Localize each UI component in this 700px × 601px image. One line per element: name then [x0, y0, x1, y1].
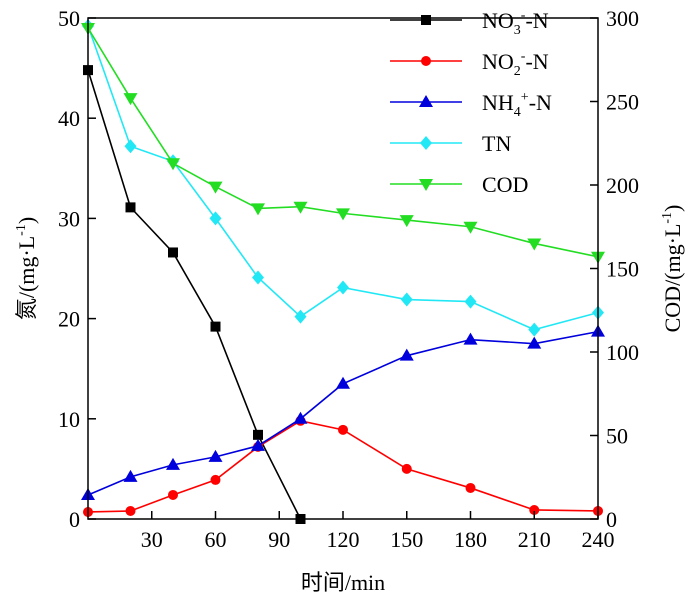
legend-label: NH4+-N: [482, 90, 552, 120]
data-point-no2-n: [338, 424, 348, 435]
data-point-tn: [400, 292, 413, 307]
y-axis-title-close: ): [14, 217, 39, 224]
legend-label: COD: [482, 172, 528, 197]
data-point-nh4-n: [399, 348, 414, 361]
y2-tick-label: 50: [606, 424, 628, 449]
ticks-layer: 30 60 90 120 150 180 210 2400102030405005010015…: [58, 6, 639, 552]
x-tick-label: 60: [205, 527, 227, 552]
legend-label: NO2--N: [482, 49, 549, 79]
y2-tick-label: 300: [606, 6, 639, 31]
data-point-no2-n: [401, 463, 412, 474]
x-tick-label: 30: [141, 527, 163, 552]
y-axis-title-main: 氮/(mg·L: [14, 236, 39, 320]
series-line-nh4-n: [87, 330, 599, 496]
y-tick-label: 20: [58, 307, 80, 332]
data-point-cod: [123, 93, 138, 106]
y2-tick-label: 100: [606, 340, 639, 365]
legend-label: NO3--N: [482, 8, 549, 38]
data-point-tn: [124, 139, 137, 154]
y2-tick-label: 150: [606, 257, 639, 282]
data-point-no3-n: [253, 429, 263, 440]
data-point-cod: [527, 238, 542, 251]
data-point-cod: [166, 158, 180, 171]
legend-item-cod: COD: [390, 172, 528, 197]
data-point-tn: [252, 270, 264, 285]
data-point-nh4-n: [166, 457, 180, 470]
data-point-tn: [528, 322, 541, 337]
data-point-tn: [337, 280, 349, 295]
legend-item-tn: TN: [390, 131, 511, 156]
data-point-nh4-n: [208, 449, 223, 462]
data-point-no3-n: [125, 202, 136, 213]
x-tick-label: 150: [390, 527, 423, 552]
y2-tick-label: 0: [606, 507, 617, 532]
data-point-cod: [336, 208, 350, 221]
legend-marker: [421, 56, 431, 66]
x-tick-label: 90: [268, 527, 290, 552]
data-point-cod: [208, 181, 223, 194]
data-point-no2-n: [465, 482, 476, 493]
data-point-no2-n: [210, 474, 221, 485]
legend: NO3--N NO2--N NH4+-N TN COD: [390, 8, 552, 197]
y2-axis-title-sup: -1: [660, 212, 675, 224]
data-point-cod: [399, 215, 414, 228]
y2-axis-title-close: ): [660, 205, 685, 212]
data-point-nh4-n: [527, 336, 542, 349]
x-axis-title: 时间/min: [301, 570, 385, 595]
y-tick-label: 50: [58, 6, 80, 31]
series-layer: [81, 19, 605, 524]
legend-marker: [419, 95, 433, 107]
legend-label: TN: [482, 131, 511, 156]
y-axis-title: 氮/(mg·L-1): [14, 217, 39, 320]
data-point-no3-n: [168, 247, 178, 258]
legend-marker: [419, 179, 433, 191]
x-tick-label: 120: [327, 527, 360, 552]
y-axis-title-sup: -1: [14, 224, 29, 236]
y2-axis-title: COD/(mg·L-1): [660, 205, 685, 333]
data-point-nh4-n: [336, 376, 350, 389]
series-no2-n: [83, 415, 603, 517]
x-tick-label: 180: [454, 527, 487, 552]
y-tick-label: 40: [58, 106, 80, 131]
data-point-nh4-n: [123, 469, 138, 482]
data-point-tn: [209, 211, 222, 226]
data-point-nh4-n: [463, 332, 478, 345]
y-tick-label: 10: [58, 407, 80, 432]
data-point-no2-n: [529, 504, 540, 515]
y2-tick-label: 200: [606, 173, 639, 198]
data-point-no2-n: [125, 505, 136, 516]
legend-item-nh4-n: NH4+-N: [390, 90, 552, 120]
x-tick-label: 240: [582, 527, 615, 552]
y-tick-label: 30: [58, 206, 80, 231]
x-tick-label: 210: [518, 527, 551, 552]
legend-item-no2-n: NO2--N: [390, 49, 549, 79]
legend-marker: [421, 15, 431, 25]
data-point-cod: [293, 201, 308, 214]
legend-item-no3-n: NO3--N: [390, 8, 549, 38]
data-point-cod: [251, 203, 265, 216]
series-nh4-n: [81, 324, 605, 500]
data-point-nh4-n: [293, 411, 308, 424]
y2-tick-label: 250: [606, 90, 639, 115]
data-point-no2-n: [168, 489, 178, 500]
series-line-no3-n: [87, 69, 302, 520]
data-point-tn: [464, 294, 477, 309]
data-point-cod: [463, 221, 478, 234]
series-no3-n: [83, 65, 306, 524]
data-point-tn: [294, 309, 307, 324]
data-point-nh4-n: [251, 438, 265, 451]
legend-marker: [420, 136, 432, 150]
data-point-no3-n: [210, 321, 221, 332]
y-tick-label: 0: [69, 507, 80, 532]
y2-axis-title-main: COD/(mg·L: [660, 224, 685, 333]
